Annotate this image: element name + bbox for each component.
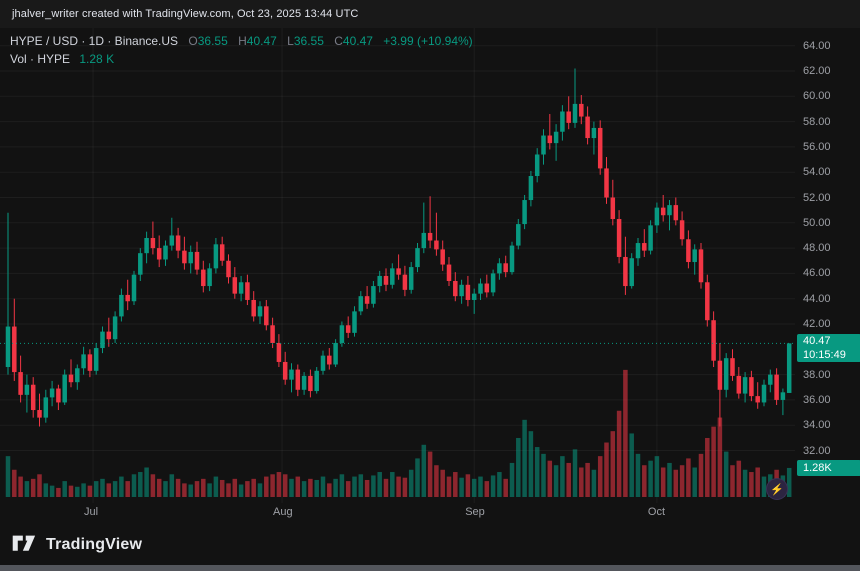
lightning-icon: ⚡ (770, 483, 784, 496)
bottom-strip (0, 565, 860, 571)
close-label: C (334, 34, 343, 48)
last-price-badge: 40.47 10:15:49 (797, 334, 860, 363)
price-tick-label: 32.00 (803, 444, 831, 457)
price-tick-label: 38.00 (803, 368, 831, 381)
time-axis[interactable]: Jul Aug Sep Oct (0, 503, 860, 525)
boost-button[interactable]: ⚡ (767, 479, 787, 499)
price-tick-label: 54.00 (803, 166, 831, 179)
price-tick-label: 50.00 (803, 216, 831, 229)
chart-row: HYPE / USD · 1D · Binance.US O36.55 H40.… (0, 28, 860, 503)
time-tick-label: Oct (647, 506, 666, 518)
volume-badge: 1.28K (797, 459, 860, 476)
price-tick-label: 60.00 (803, 90, 831, 103)
price-tick-label: 44.00 (803, 292, 831, 305)
price-tick-label: 34.00 (803, 419, 831, 432)
high-value: 40.47 (246, 34, 277, 48)
price-tick-label: 64.00 (803, 39, 831, 52)
price-tick-label: 62.00 (803, 65, 831, 77)
legend-symbol-row[interactable]: HYPE / USD · 1D · Binance.US O36.55 H40.… (10, 32, 473, 50)
candlestick-chart[interactable] (0, 28, 795, 503)
chart-legend[interactable]: HYPE / USD · 1D · Binance.US O36.55 H40.… (10, 32, 473, 68)
time-tick-label: Jul (84, 506, 99, 518)
volume-label: Vol · HYPE (10, 52, 71, 66)
open-label: O (188, 34, 198, 48)
chart-pane[interactable]: HYPE / USD · 1D · Binance.US O36.55 H40.… (0, 28, 795, 503)
volume-layer (5, 369, 792, 497)
bar-countdown: 10:15:49 (803, 349, 846, 362)
low-value: 36.55 (293, 34, 324, 48)
low-label: L (287, 34, 294, 48)
price-tick-label: 52.00 (803, 191, 831, 204)
attribution-text: jhalver_writer created with TradingView.… (12, 8, 359, 20)
time-tick-label: Sep (465, 506, 485, 518)
close-value: 40.47 (342, 34, 373, 48)
time-tick-label: Aug (273, 506, 293, 518)
volume-value: 1.28 K (79, 52, 115, 66)
price-tick-label: 48.00 (803, 242, 831, 255)
last-price: 40.47 (803, 335, 831, 348)
high-label: H (238, 34, 247, 48)
candles-layer (5, 68, 792, 427)
legend-volume-row[interactable]: Vol · HYPE 1.28 K (10, 50, 473, 68)
price-tick-label: 56.00 (803, 140, 831, 153)
tradingview-brand-text: TradingView (46, 536, 143, 553)
tradingview-logo-icon (12, 535, 36, 551)
tradingview-logo-link[interactable]: TradingView (12, 534, 142, 556)
footer: TradingView (0, 525, 860, 565)
price-tick-label: 36.00 (803, 393, 831, 406)
price-tick-label: 42.00 (803, 318, 831, 330)
price-tick-label: 58.00 (803, 115, 831, 128)
price-tick-label: 46.00 (803, 267, 831, 280)
open-value: 36.55 (197, 34, 228, 48)
change-value: +3.99 (+10.94%) (383, 34, 473, 48)
price-axis[interactable]: 40.47 10:15:49 1.28K 64.00 62.00 60.00 58.0… (795, 28, 860, 503)
symbol-title[interactable]: HYPE / USD · 1D · Binance.US (10, 34, 179, 48)
attribution-bar: jhalver_writer created with TradingView.… (0, 0, 860, 28)
grid-layer (0, 28, 795, 503)
